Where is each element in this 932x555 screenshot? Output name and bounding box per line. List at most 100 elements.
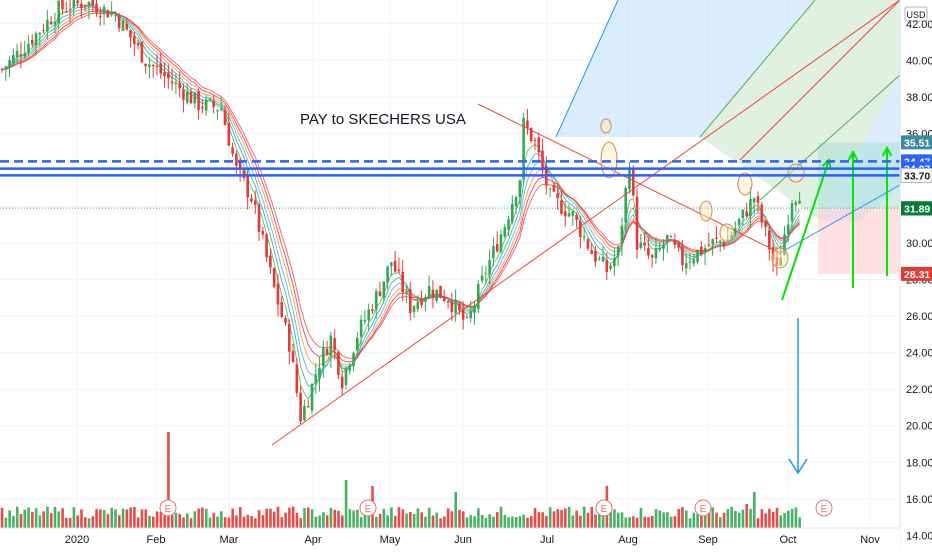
volume-bar <box>639 507 643 528</box>
volume-bar <box>254 518 257 528</box>
candle-body <box>291 350 295 363</box>
price-tick-label: 24.00 <box>906 348 932 360</box>
volume-bar <box>378 513 382 528</box>
volume-bar <box>4 517 8 528</box>
volume-bar <box>533 508 537 528</box>
volume-bar <box>427 507 431 528</box>
price-tick-label: 18.00 <box>906 457 932 469</box>
candle-body <box>707 244 711 246</box>
candle-body <box>511 203 514 223</box>
volume-bar <box>775 507 779 528</box>
candle-body <box>760 204 764 223</box>
volume-bar <box>719 517 722 528</box>
candle-body <box>669 236 673 238</box>
earnings-badge <box>159 499 177 517</box>
candle-body <box>114 14 117 16</box>
earnings-marker[interactable]: E <box>694 499 712 517</box>
candle-body <box>586 239 590 249</box>
candle-body <box>548 188 552 190</box>
trend-line <box>271 0 901 446</box>
candle-body <box>95 3 98 14</box>
earnings-marker[interactable]: E <box>159 499 177 517</box>
volume-bar <box>609 510 612 528</box>
volume-bar <box>537 512 541 528</box>
volume-bar <box>91 516 95 528</box>
candle-body <box>605 260 609 272</box>
green-arrow <box>781 159 830 301</box>
time-tick-label: May <box>380 534 401 546</box>
candle-body <box>151 65 155 67</box>
volume-bar <box>446 508 450 528</box>
green-arrowhead <box>821 158 832 170</box>
candle-body <box>643 242 646 246</box>
candle-body <box>439 285 442 298</box>
volume-bar <box>477 508 480 528</box>
volume-bar <box>586 512 590 528</box>
volume-bar <box>722 512 726 528</box>
candle-body <box>310 383 314 411</box>
volume-bar <box>367 509 371 528</box>
price-tick-label: 20.00 <box>906 421 932 433</box>
candle-body <box>216 110 219 112</box>
candle-body <box>552 185 556 192</box>
volume-bar <box>189 518 193 528</box>
candle-body <box>189 91 193 104</box>
volume-bar <box>700 511 703 528</box>
volume-bar <box>450 511 454 528</box>
candle-body <box>106 10 110 18</box>
pitchfork-line <box>739 0 901 161</box>
volume-bar <box>692 512 696 528</box>
volume-bar <box>19 513 23 528</box>
earnings-marker[interactable]: E <box>595 499 613 517</box>
earnings-marker[interactable]: E <box>359 499 377 517</box>
candle-body <box>601 257 605 262</box>
volume-bar <box>265 508 268 528</box>
candle-body <box>507 219 510 230</box>
volume-bar <box>545 515 548 528</box>
candle-body <box>405 291 408 293</box>
volume-bar <box>57 511 61 528</box>
volume-bar <box>42 511 45 528</box>
volume-bar <box>681 507 684 528</box>
candle-body <box>57 0 60 23</box>
volume-bar <box>647 517 650 528</box>
volume-bar <box>522 514 526 528</box>
candle-body <box>204 99 208 111</box>
candle-body <box>492 246 495 259</box>
volume-bar <box>628 517 631 528</box>
price-tick-label: 14.00 <box>906 530 932 542</box>
candle-body <box>450 301 454 312</box>
candle-body <box>590 250 593 255</box>
earnings-marker[interactable]: E <box>815 499 833 517</box>
volume-bar <box>579 515 582 528</box>
volume-bar <box>148 515 151 528</box>
volume-bar <box>46 506 49 528</box>
candle-body <box>363 319 367 322</box>
volume-bar <box>737 512 741 528</box>
volume-bar <box>753 492 756 528</box>
candle-body <box>571 211 575 216</box>
volume-bar <box>518 516 522 528</box>
candle-body <box>125 23 129 30</box>
volume-bar <box>15 506 19 528</box>
price-tag: 31.89 <box>901 201 932 216</box>
volume-bar <box>212 512 216 528</box>
candle-body <box>87 1 91 7</box>
price-tick-label: 38.00 <box>906 92 932 104</box>
candle-body <box>427 286 431 298</box>
time-tick-label: Jun <box>454 534 472 546</box>
volume-bar <box>38 515 42 528</box>
candle-body <box>284 318 287 323</box>
candle-body <box>178 82 181 89</box>
volume-bar <box>269 508 272 528</box>
candle-body <box>662 245 665 249</box>
volume-bar <box>34 508 38 528</box>
candle-body <box>348 364 352 371</box>
candle-body <box>435 289 438 301</box>
earnings-label: E <box>365 504 372 515</box>
candle-body <box>129 30 132 38</box>
time-tick-label: Apr <box>304 534 321 546</box>
price-tag-label: 35.51 <box>904 137 930 149</box>
time-axis <box>0 528 900 550</box>
candle-body <box>752 198 756 203</box>
